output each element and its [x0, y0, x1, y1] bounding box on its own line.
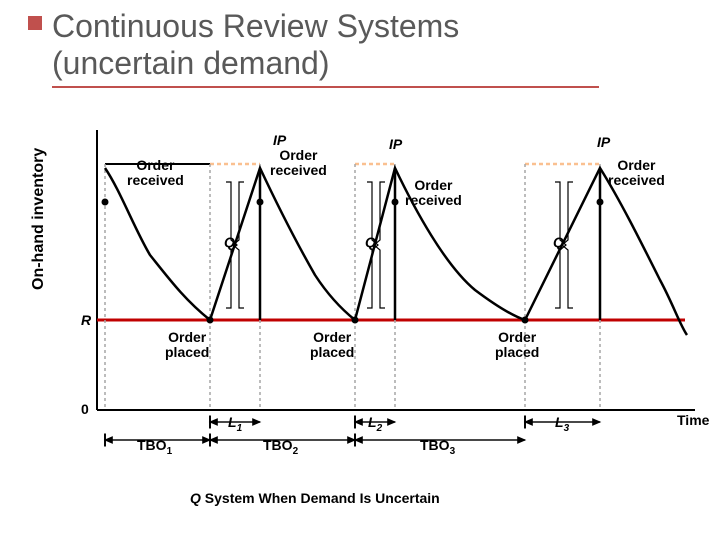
r-label: R	[81, 312, 91, 328]
tbo3-label: TBO3	[420, 438, 455, 457]
x-axis-label: Time	[677, 412, 709, 428]
q-label-1: Q	[224, 234, 235, 250]
order-placed-label-1: Orderplaced	[165, 330, 209, 361]
l3-label: L3	[555, 414, 569, 434]
order-received-label-4: Orderreceived	[608, 158, 665, 189]
zero-label: 0	[81, 402, 89, 417]
ip-label-3: IP	[597, 134, 610, 150]
order-received-label-1: Orderreceived	[127, 158, 184, 189]
order-received-label-3: Orderreceived	[405, 178, 462, 209]
chart-svg	[95, 130, 695, 450]
y-axis-label: On-hand inventory	[30, 148, 48, 290]
title-line2: (uncertain demand)	[52, 45, 329, 81]
l2-label: L2	[368, 414, 382, 434]
order-placed-label-3: Orderplaced	[495, 330, 539, 361]
tbo2-label: TBO2	[263, 438, 298, 457]
tbo1-label: TBO1	[137, 438, 172, 457]
title-accent-box	[28, 16, 42, 30]
q-label-3: Q	[553, 234, 564, 250]
caption-text: System When Demand Is Uncertain	[201, 490, 440, 506]
ip-label-2: IP	[389, 136, 402, 152]
order-placed-label-2: Orderplaced	[310, 330, 354, 361]
slide-title: Continuous Review Systems (uncertain dem…	[52, 8, 599, 88]
q-label-2: Q	[365, 234, 376, 250]
l1-label: L1	[228, 414, 242, 434]
caption-q: Q	[190, 490, 201, 506]
ip-label-1: IP	[273, 132, 286, 148]
order-received-label-2: Orderreceived	[270, 148, 327, 179]
chart-plot: Orderreceived Orderreceived Orderreceive…	[95, 130, 685, 430]
figure-caption: Q System When Demand Is Uncertain	[190, 490, 440, 506]
title-line1: Continuous Review Systems	[52, 8, 459, 44]
